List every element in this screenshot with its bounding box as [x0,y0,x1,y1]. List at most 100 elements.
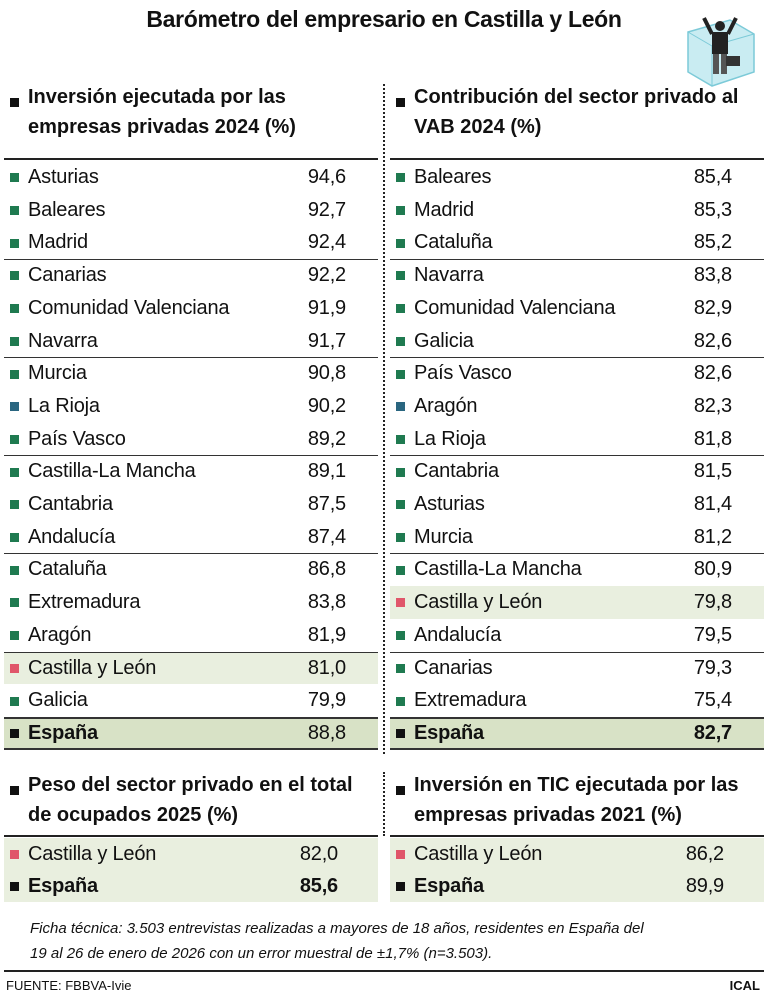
row-value: 81,4 [693,493,732,515]
row-label: Comunidad Valenciana [28,296,230,319]
row-marker [396,565,405,575]
row-value: 75,4 [693,689,732,712]
row-marker [396,882,405,891]
row-value: 85,6 [299,875,338,897]
row-value: 89,1 [307,460,346,483]
row-marker [10,533,19,543]
divider [383,84,385,754]
row-value: 87,5 [307,493,346,515]
row-value: 89,9 [685,875,724,897]
row-marker [10,729,19,739]
rule [4,651,378,653]
row-value: 81,2 [693,525,732,548]
rule [4,455,378,457]
rule [390,259,764,261]
row-highlight [4,651,378,685]
row-marker [396,729,405,739]
row-label: Andalucía [28,525,116,548]
total-row [390,716,764,750]
row-marker [10,402,19,412]
row-value: 82,6 [693,329,732,352]
row-marker [396,336,405,346]
row-value: 82,9 [693,296,732,319]
row-value: 81,5 [693,460,732,483]
row-highlight [390,838,764,870]
row-value: 86,2 [685,843,724,865]
header-marker [10,98,19,107]
row-label: Madrid [28,231,88,254]
row-label: Extremadura [28,591,141,614]
row-value: 91,7 [307,329,346,352]
row-marker [10,565,19,575]
row-label: Comunidad Valenciana [414,296,616,319]
row-label: Murcia [414,525,473,548]
row-value: 86,8 [307,558,346,581]
icon [687,17,755,87]
row-marker [396,850,405,859]
row-label: País Vasco [28,427,126,450]
row-label: Cantabria [414,460,499,483]
row-value: 83,8 [693,264,732,287]
divider [383,772,385,836]
row-highlight [4,870,378,902]
title: Barómetro del empresario en Castilla y L… [146,6,622,32]
rule [4,259,378,261]
row-label: Extremadura [414,689,527,712]
row-value: 79,5 [693,623,732,646]
row-highlight [390,870,764,902]
row-value: 82,6 [693,362,732,385]
row-marker [10,238,19,248]
table-title: Inversión ejecutada por las empresas pri… [28,86,296,138]
row-value: 81,9 [307,623,346,646]
row-label: Asturias [414,493,485,515]
rule [390,553,764,555]
row-marker [10,304,19,314]
row-label: Canarias [28,264,107,287]
row-label: La Rioja [414,427,486,450]
row-marker [10,663,19,673]
row-value: 91,9 [307,296,346,319]
row-value: 82,3 [693,394,732,417]
row-value: 90,2 [307,394,346,417]
rule [4,158,378,160]
row-marker [10,173,19,183]
row-label: Baleares [414,166,492,188]
header-marker [396,98,405,107]
note: Ficha técnica: 3.503 entrevistas realiza… [30,920,644,962]
row-marker [10,206,19,216]
total-row [4,716,378,750]
row-marker [396,238,405,248]
row-label: La Rioja [28,394,100,417]
rule [390,651,764,653]
row-label: Cataluña [28,558,107,581]
row-marker [396,271,405,281]
row-label: Castilla y León [28,843,157,865]
row-label: Asturias [28,166,99,188]
row-label: Cantabria [28,493,113,515]
rule [390,835,764,837]
row-value: 92,7 [307,198,346,221]
row-label: Madrid [414,198,474,221]
row-label: España [414,721,484,744]
row-value: 79,3 [693,656,732,679]
row-label: Castilla y León [414,843,543,865]
row-marker [10,598,19,608]
row-value: 89,2 [307,427,346,450]
row-label: Aragón [414,394,478,417]
row-value: 82,7 [693,721,732,744]
row-marker [396,663,405,673]
row-marker [396,500,405,510]
row-label: Murcia [28,362,87,385]
row-label: Galicia [414,329,474,352]
row-marker [10,850,19,859]
row-label: España [28,721,98,744]
row-marker [396,533,405,543]
row-label: Aragón [28,623,92,646]
table-title: Inversión en TIC ejecutada por las empre… [414,774,739,826]
header-marker [10,786,19,795]
row-marker [10,696,19,706]
row-label: Galicia [28,689,88,712]
row-value: 92,4 [307,231,346,254]
row-marker [396,402,405,412]
row-marker [396,434,405,444]
